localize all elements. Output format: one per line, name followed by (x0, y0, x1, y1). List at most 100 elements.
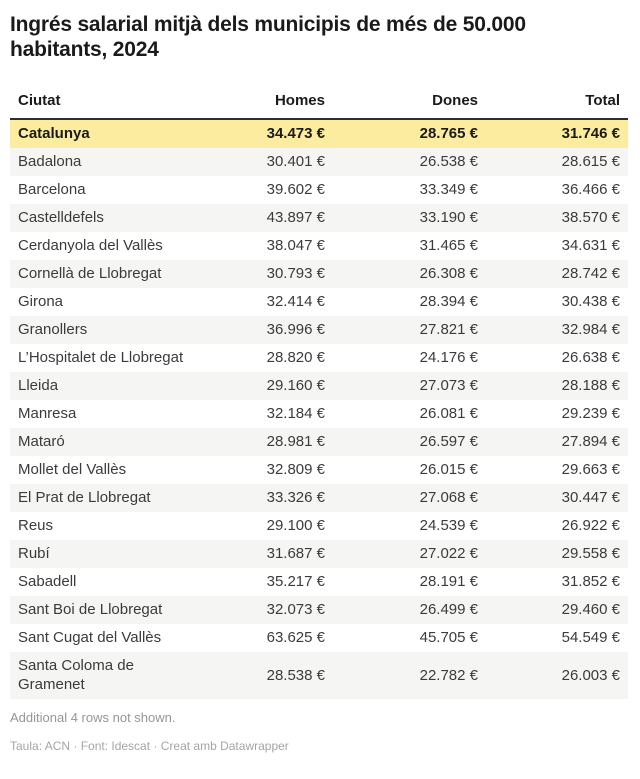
total-cell: 34.631 € (561, 237, 620, 254)
city-cell: Barcelona (18, 181, 86, 198)
dones-cell: 26.597 € (419, 433, 478, 450)
dones-cell: 33.349 € (419, 181, 478, 198)
homes-cell: 63.625 € (266, 629, 325, 646)
datawrapper-link[interactable]: Datawrapper (220, 739, 289, 753)
table-row: Castelldefels 43.897 € 33.190 € 38.570 € (10, 204, 628, 232)
table-row: Reus 29.100 € 24.539 € 26.922 € (10, 512, 628, 540)
homes-cell: 32.073 € (266, 601, 325, 618)
total-cell: 31.746 € (561, 125, 620, 142)
homes-cell: 36.996 € (266, 321, 325, 338)
total-cell: 26.003 € (561, 666, 620, 684)
total-cell: 38.570 € (561, 209, 620, 226)
total-cell: 28.188 € (561, 377, 620, 394)
dones-cell: 27.073 € (419, 377, 478, 394)
table-row: El Prat de Llobregat 33.326 € 27.068 € 3… (10, 484, 628, 512)
table-row: Girona 32.414 € 28.394 € 30.438 € (10, 288, 628, 316)
homes-cell: 39.602 € (266, 181, 325, 198)
homes-cell: 32.184 € (266, 405, 325, 422)
table-body: Catalunya 34.473 € 28.765 € 31.746 € Bad… (10, 119, 628, 699)
city-cell: Sabadell (18, 573, 77, 590)
salary-table: Ciutat Homes Dones Total Catalunya 34.47… (10, 84, 628, 699)
homes-cell: 29.100 € (266, 517, 325, 534)
dones-cell: 27.022 € (419, 545, 478, 562)
dones-cell: 27.068 € (419, 489, 478, 506)
city-cell: Sant Boi de Llobregat (18, 601, 163, 618)
table-row: Catalunya 34.473 € 28.765 € 31.746 € (10, 119, 628, 148)
total-cell: 36.466 € (561, 181, 620, 198)
homes-cell: 35.217 € (266, 573, 325, 590)
homes-cell: 32.414 € (266, 293, 325, 310)
city-cell: Mataró (18, 433, 65, 450)
city-cell: Rubí (18, 545, 50, 562)
table-row: L’Hospitalet de Llobregat 28.820 € 24.17… (10, 344, 628, 372)
city-cell: Badalona (18, 153, 82, 170)
dones-cell: 28.191 € (419, 573, 478, 590)
homes-cell: 30.793 € (266, 265, 325, 282)
header-row: Ciutat Homes Dones Total (10, 84, 628, 120)
total-cell: 28.615 € (561, 153, 620, 170)
total-cell: 26.638 € (561, 349, 620, 366)
total-cell: 28.742 € (561, 265, 620, 282)
dones-cell: 22.782 € (419, 666, 478, 684)
homes-cell: 43.897 € (266, 209, 325, 226)
dones-cell: 26.081 € (419, 405, 478, 422)
table-row: Cornellà de Llobregat 30.793 € 26.308 € … (10, 260, 628, 288)
table-row: Mataró 28.981 € 26.597 € 27.894 € (10, 428, 628, 456)
table-row: Badalona 30.401 € 26.538 € 28.615 € (10, 148, 628, 176)
column-header-total: Total (486, 84, 628, 120)
dones-cell: 26.015 € (419, 461, 478, 478)
dones-cell: 26.538 € (419, 153, 478, 170)
dones-cell: 26.308 € (419, 265, 478, 282)
dones-cell: 24.539 € (419, 517, 478, 534)
city-cell: Lleida (18, 377, 59, 394)
column-header-ciutat: Ciutat (10, 84, 196, 120)
city-cell: Cornellà de Llobregat (18, 265, 162, 282)
homes-cell: 28.538 € (266, 666, 325, 684)
total-cell: 26.922 € (561, 517, 620, 534)
table-row: Manresa 32.184 € 26.081 € 29.239 € (10, 400, 628, 428)
city-cell: Cerdanyola del Vallès (18, 237, 163, 254)
homes-cell: 29.160 € (266, 377, 325, 394)
table-row: Rubí 31.687 € 27.022 € 29.558 € (10, 540, 628, 568)
dones-cell: 28.765 € (419, 125, 478, 142)
total-cell: 30.438 € (561, 293, 620, 310)
dones-cell: 45.705 € (419, 629, 478, 646)
city-cell: Reus (18, 517, 54, 534)
city-cell: Catalunya (18, 125, 90, 142)
total-cell: 29.460 € (561, 601, 620, 618)
total-cell: 32.984 € (561, 321, 620, 338)
total-cell: 29.558 € (561, 545, 620, 562)
table-row: Mollet del Vallès 32.809 € 26.015 € 29.6… (10, 456, 628, 484)
homes-cell: 38.047 € (266, 237, 325, 254)
table-row: Santa Coloma de Gramenet 28.538 € 22.782… (10, 652, 628, 699)
table-row: Sant Boi de Llobregat 32.073 € 26.499 € … (10, 596, 628, 624)
total-cell: 54.549 € (561, 629, 620, 646)
rows-not-shown-note: Additional 4 rows not shown. (10, 710, 176, 725)
homes-cell: 28.981 € (266, 433, 325, 450)
city-cell: Granollers (18, 321, 88, 338)
city-cell: Mollet del Vallès (18, 461, 127, 478)
city-cell: Girona (18, 293, 64, 310)
city-cell: El Prat de Llobregat (18, 489, 151, 506)
attribution-text: Taula: ACN · Font: Idescat · Creat amb (10, 739, 221, 753)
dones-cell: 28.394 € (419, 293, 478, 310)
homes-cell: 33.326 € (266, 489, 325, 506)
city-cell: Castelldefels (18, 209, 104, 226)
city-cell: Sant Cugat del Vallès (18, 629, 162, 646)
dones-cell: 31.465 € (419, 237, 478, 254)
table-row: Granollers 36.996 € 27.821 € 32.984 € (10, 316, 628, 344)
column-header-dones: Dones (333, 84, 486, 120)
total-cell: 31.852 € (561, 573, 620, 590)
dones-cell: 24.176 € (419, 349, 478, 366)
total-cell: 29.239 € (561, 405, 620, 422)
city-cell: Manresa (18, 405, 77, 422)
total-cell: 27.894 € (561, 433, 620, 450)
column-header-homes: Homes (196, 84, 333, 120)
table-row: Sant Cugat del Vallès 63.625 € 45.705 € … (10, 624, 628, 652)
attribution: Taula: ACN · Font: Idescat · Creat amb D… (10, 739, 628, 754)
table-row: Lleida 29.160 € 27.073 € 28.188 € (10, 372, 628, 400)
datawrapper-table-widget: Ingrés salarial mitjà dels municipis de … (10, 13, 628, 754)
homes-cell: 30.401 € (266, 153, 325, 170)
table-row: Barcelona 39.602 € 33.349 € 36.466 € (10, 176, 628, 204)
table-row: Cerdanyola del Vallès 38.047 € 31.465 € … (10, 232, 628, 260)
